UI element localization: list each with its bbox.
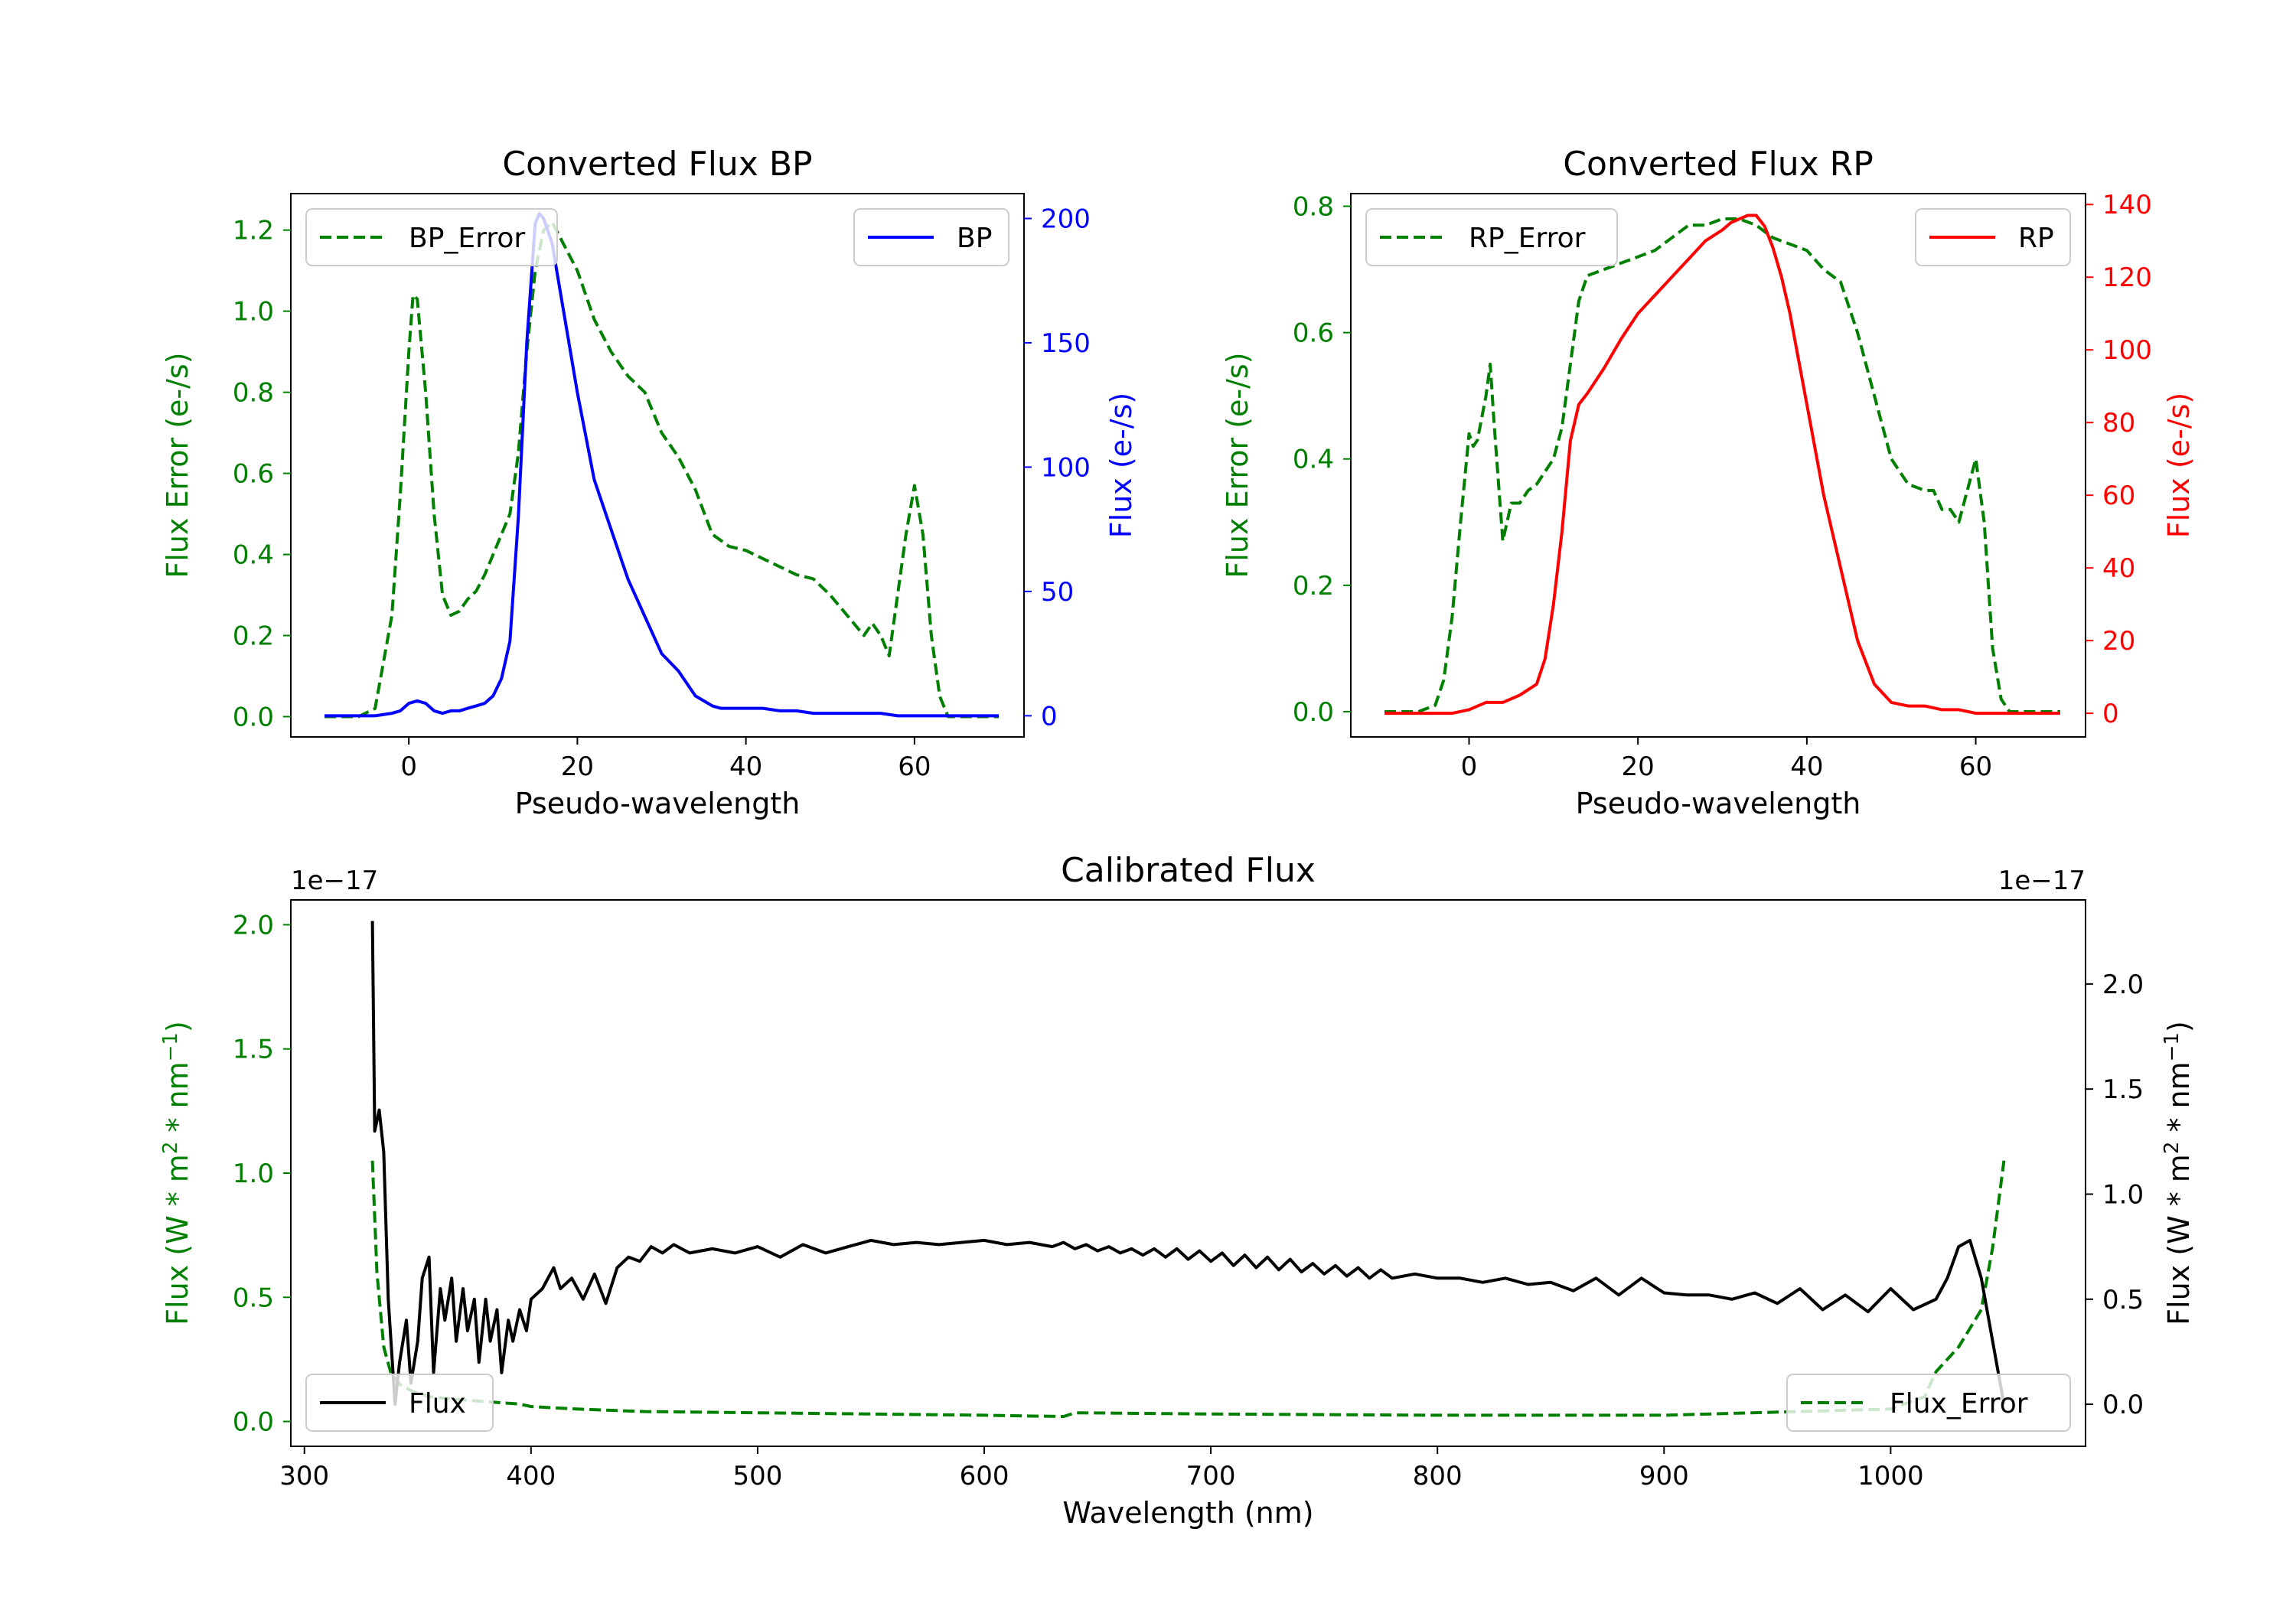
bp-xtick-label: 60 xyxy=(898,751,931,782)
rp-axes-frame xyxy=(1350,193,2086,738)
cal-ytick-left-label: 0.5 xyxy=(233,1283,274,1313)
rp-xtick-label: 60 xyxy=(1959,751,1992,782)
legend-label: Flux xyxy=(409,1388,466,1420)
cal-ytick-left-label: 2.0 xyxy=(233,910,274,940)
bp-legend-bp: BP xyxy=(853,208,1009,266)
cal-offset-left: 1e−17 xyxy=(291,865,378,896)
cal-xtick-label: 700 xyxy=(1186,1461,1236,1491)
bp-xtick-label: 40 xyxy=(729,751,762,782)
cal-series-flux xyxy=(370,921,2006,1407)
cal-ytick-left-label: 1.0 xyxy=(233,1159,274,1189)
bp-ytick-left-label: 0.8 xyxy=(233,378,274,409)
cal-ytick-right-label: 0.5 xyxy=(2102,1285,2144,1315)
bp-ylabel-left: Flux Error (e-/s) xyxy=(161,352,194,578)
cal-ytick-right-label: 1.5 xyxy=(2102,1074,2144,1105)
bp-ytick-left-label: 0.2 xyxy=(233,621,274,652)
rp-ytick-right-label: 120 xyxy=(2102,262,2152,293)
rp-xtick-label: 40 xyxy=(1790,751,1823,782)
rp-xtick-label: 0 xyxy=(1461,751,1478,782)
bp-ytick-left-label: 0.6 xyxy=(233,459,274,490)
legend-label: RP xyxy=(2018,223,2054,254)
cal-xtick-label: 400 xyxy=(506,1461,556,1491)
bp-ytick-left-label: 0.4 xyxy=(233,540,274,571)
cal-xtick-label: 500 xyxy=(732,1461,782,1491)
rp-ytick-right-label: 100 xyxy=(2102,335,2152,366)
cal-ytick-left-label: 1.5 xyxy=(233,1035,274,1065)
rp-ytick-left-label: 0.8 xyxy=(1293,192,1334,223)
cal-offset-right: 1e−17 xyxy=(1998,865,2086,896)
bp-legend-bp-error: BP_Error xyxy=(305,208,558,266)
bp-ytick-right-label: 150 xyxy=(1041,328,1091,359)
legend-box xyxy=(305,1374,494,1432)
bp-series-bp-error xyxy=(325,220,999,719)
legend-label: BP_Error xyxy=(409,223,525,254)
rp-ytick-left-label: 0.6 xyxy=(1293,318,1334,349)
cal-title: Calibrated Flux xyxy=(1061,851,1316,890)
legend-box xyxy=(305,208,558,266)
rp-ylabel-left: Flux Error (e-/s) xyxy=(1221,352,1254,578)
cal-xtick-label: 300 xyxy=(279,1461,329,1491)
cal-xtick-label: 800 xyxy=(1413,1461,1463,1491)
rp-chart: 0 20 40 60 0.0 0.2 0.4 0.6 0.8 0 20 40 60 80 100 120 140… xyxy=(1221,145,2196,820)
bp-ytick-left-label: 1.0 xyxy=(233,297,274,328)
bp-ytick-left-label: 0.0 xyxy=(233,702,274,733)
cal-ytick-right-label: 1.0 xyxy=(2102,1179,2144,1210)
bp-ytick-right-label: 50 xyxy=(1041,577,1074,608)
bp-series-bp xyxy=(325,212,999,718)
cal-legend-flux: Flux xyxy=(305,1374,494,1432)
legend-box xyxy=(1365,208,1618,266)
bp-ytick-right-label: 0 xyxy=(1041,701,1058,732)
rp-ytick-right-label: 0 xyxy=(2102,699,2119,729)
rp-legend-rp: RP xyxy=(1915,208,2071,266)
bp-ylabel-right: Flux (e-/s) xyxy=(1104,393,1138,538)
rp-ytick-left-label: 0.0 xyxy=(1293,697,1334,728)
calibrated-chart: 300 400 500 600 700 800 900 1000 0.0 0.5 1.0 1.5 2.0… xyxy=(159,851,2196,1530)
cal-ytick-right-label: 2.0 xyxy=(2102,970,2144,1000)
rp-xtick-label: 20 xyxy=(1622,751,1655,782)
rp-ytick-right-label: 60 xyxy=(2102,481,2135,511)
rp-series-rp xyxy=(1384,214,2060,715)
legend-box xyxy=(1786,1374,2071,1432)
legend-label: BP xyxy=(957,223,992,254)
bp-ytick-right-label: 200 xyxy=(1041,204,1091,234)
bp-title: Converted Flux BP xyxy=(502,145,812,184)
bp-xlabel: Pseudo-wavelength xyxy=(515,787,801,820)
bp-ytick-right-label: 100 xyxy=(1041,452,1091,483)
cal-ylabel-left: Flux (W * m2 * nm−1) xyxy=(159,1021,194,1325)
cal-legend-flux-error: Flux_Error xyxy=(1786,1374,2071,1432)
rp-ytick-right-label: 20 xyxy=(2102,626,2135,657)
rp-ytick-left-label: 0.4 xyxy=(1293,445,1334,475)
bp-xtick-label: 20 xyxy=(561,751,594,782)
bp-ytick-left-label: 1.2 xyxy=(233,216,274,246)
cal-xtick-label: 600 xyxy=(960,1461,1009,1491)
bp-chart: 0 20 40 60 0.0 0.2 0.4 0.6 0.8 1.0 1.2 0 50 100 150 200… xyxy=(161,145,1138,820)
legend-label: Flux_Error xyxy=(1890,1388,2028,1420)
rp-ytick-right-label: 40 xyxy=(2102,553,2135,584)
cal-ylabel-right: Flux (W * m2 * nm−1) xyxy=(2161,1021,2196,1325)
bp-axes-frame xyxy=(290,193,1025,738)
rp-series-rp-error xyxy=(1384,217,2060,713)
cal-ytick-right-label: 0.0 xyxy=(2102,1390,2144,1420)
cal-xtick-label: 1000 xyxy=(1857,1461,1924,1491)
rp-title: Converted Flux RP xyxy=(1563,145,1874,184)
rp-ytick-right-label: 140 xyxy=(2102,190,2152,220)
rp-legend-rp-error: RP_Error xyxy=(1365,208,1618,266)
cal-ytick-left-label: 0.0 xyxy=(233,1407,274,1438)
bp-xtick-label: 0 xyxy=(400,751,417,782)
cal-xlabel: Wavelength (nm) xyxy=(1062,1496,1313,1530)
rp-ytick-right-label: 80 xyxy=(2102,408,2135,438)
cal-xtick-label: 900 xyxy=(1639,1461,1689,1491)
rp-xlabel: Pseudo-wavelength xyxy=(1576,787,1861,820)
rp-ytick-left-label: 0.2 xyxy=(1293,571,1334,601)
rp-ylabel-right: Flux (e-/s) xyxy=(2162,393,2196,538)
legend-label: RP_Error xyxy=(1469,223,1586,254)
